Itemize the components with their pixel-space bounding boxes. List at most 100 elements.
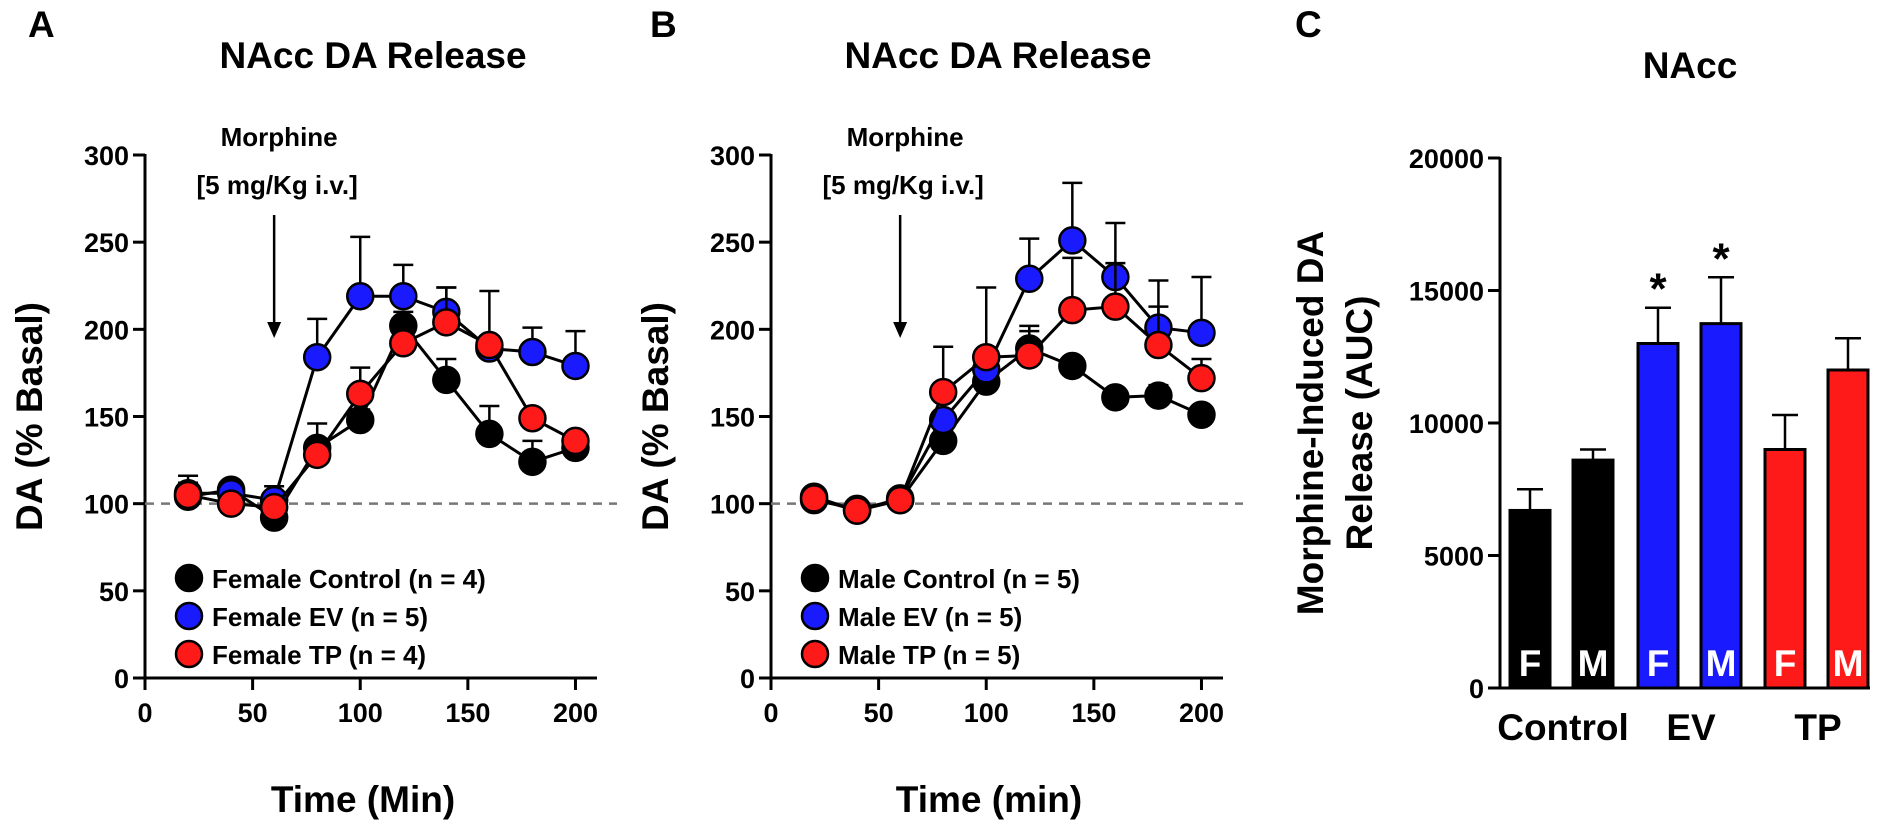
data-point: [302, 342, 332, 372]
bar-tp-m: [1826, 368, 1870, 690]
y-tick-label: 0: [1469, 674, 1484, 704]
panel-c-bar-chart: NAcc 0 5000 10000 15000 20000 Morphine-Induced…: [1290, 45, 1870, 748]
data-point: [345, 281, 375, 311]
x-tick-label: 50: [238, 698, 268, 728]
data-point: [799, 484, 829, 513]
y-axis-title: DA (% Basal): [635, 302, 676, 531]
data-point: [1015, 341, 1044, 370]
bar-control-f: [1508, 508, 1552, 690]
data-point: [432, 308, 461, 337]
y-tick-label: 300: [84, 141, 129, 171]
data-point: [389, 281, 418, 311]
annotation-dose: [5 mg/Kg i.v.]: [196, 170, 357, 200]
annotation-drug: Morphine: [221, 122, 338, 152]
y-tick-label: 50: [725, 577, 755, 607]
data-point: [1015, 264, 1044, 294]
x-tick-label: 150: [1071, 698, 1116, 728]
group-label-ev: EV: [1666, 707, 1716, 748]
group-label-control: Control: [1497, 707, 1629, 748]
y-tick-label: 150: [84, 403, 129, 433]
x-tick-label: 0: [763, 698, 778, 728]
data-point: [259, 492, 289, 522]
x-tick-label: 150: [445, 698, 490, 728]
series-line: [187, 323, 576, 520]
data-point: [345, 379, 375, 409]
data-point: [518, 337, 547, 367]
x-tick-label: 50: [864, 698, 894, 728]
data-point: [842, 496, 872, 525]
y-tick-label: 250: [710, 228, 755, 258]
data-point: [475, 330, 504, 360]
y-tick-label: 100: [710, 490, 755, 520]
bar-ev-f: [1636, 342, 1680, 690]
bar-sex-label: M: [1578, 643, 1609, 684]
data-point: [1101, 292, 1130, 321]
y-tick-label: 150: [710, 403, 755, 433]
y-tick-label: 5000: [1424, 542, 1484, 572]
series-line: [188, 294, 576, 502]
bar-sex-label: M: [1706, 643, 1737, 684]
y-tick-label: 20000: [1409, 144, 1484, 174]
data-point: [1058, 226, 1087, 255]
significance-star: *: [1712, 234, 1730, 283]
significance-star: *: [1649, 265, 1667, 314]
legend-label-tp: Female TP (n = 4): [212, 640, 426, 670]
data-point: [1144, 330, 1173, 360]
data-point: [1187, 318, 1216, 348]
x-tick-label: 200: [553, 698, 598, 728]
data-point: [345, 405, 375, 435]
data-point: [389, 329, 418, 358]
y-tick-label: 0: [114, 664, 129, 694]
data-point: [1101, 383, 1130, 412]
data-point: [1058, 295, 1087, 325]
bar-control-m: [1571, 458, 1615, 690]
x-axis-title: Time (min): [896, 779, 1082, 820]
series-line: [813, 346, 1203, 511]
data-point: [885, 485, 915, 515]
data-point: [928, 405, 958, 435]
series-control: [799, 329, 1216, 524]
legend-marker-tp: [800, 639, 830, 669]
panel-letter-c: C: [1295, 4, 1322, 45]
legend-label-control: Female Control (n = 4): [212, 564, 486, 594]
series-line: [187, 320, 577, 509]
bar-tp-f: [1763, 448, 1807, 690]
legend-marker-ev: [174, 601, 204, 631]
data-point: [518, 403, 547, 433]
injection-arrow-head: [893, 322, 908, 338]
annotation-drug: Morphine: [847, 122, 964, 152]
bar-ev-m: [1699, 322, 1743, 690]
data-point: [1187, 400, 1216, 430]
y-tick-label: 15000: [1409, 277, 1484, 307]
legend-label-tp: Male TP (n = 5): [838, 640, 1020, 670]
legend-marker-ev: [800, 601, 830, 631]
y-tick-label: 0: [740, 664, 755, 694]
y-tick-label: 300: [710, 141, 755, 171]
chart-title: NAcc: [1643, 45, 1738, 86]
data-point: [1144, 381, 1173, 410]
data-point: [173, 480, 203, 510]
series-line: [813, 238, 1202, 513]
series-line: [813, 305, 1203, 513]
series-tp: [173, 286, 590, 522]
x-tick-label: 200: [1179, 698, 1224, 728]
bar-sex-label: M: [1833, 643, 1864, 684]
legend-label-ev: Male EV (n = 5): [838, 602, 1022, 632]
data-point: [561, 351, 590, 381]
data-point: [216, 489, 246, 518]
bar-sex-label: F: [1647, 643, 1670, 684]
panel-letter-a: A: [28, 4, 55, 45]
legend-marker-control: [800, 563, 830, 593]
panel-b-line-chart: NAcc DA Release 0 50 100 150 200 250 300 0 50 100 1…: [635, 35, 1243, 820]
legend-marker-tp: [174, 639, 204, 669]
injection-arrow-head: [267, 322, 282, 338]
x-tick-label: 0: [137, 698, 152, 728]
y-tick-label: 100: [84, 490, 129, 520]
data-point: [928, 377, 958, 407]
x-tick-label: 100: [338, 698, 383, 728]
data-point: [432, 365, 461, 395]
y-axis-title-line2: Release (AUC): [1339, 296, 1380, 551]
data-point: [971, 342, 1001, 372]
legend-marker-control: [174, 563, 204, 593]
